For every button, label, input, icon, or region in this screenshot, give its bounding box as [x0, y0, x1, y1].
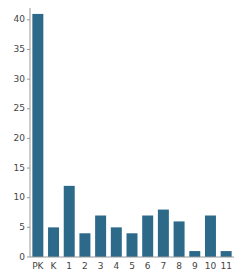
y-axis-line: [30, 8, 31, 257]
y-tick-label: 15: [14, 163, 25, 173]
y-tick-label: 10: [14, 192, 26, 202]
axes: 0510152025303540PKK1234567891011: [14, 8, 234, 271]
bar: [111, 227, 122, 257]
x-tick-label: K: [51, 261, 58, 271]
bar: [48, 227, 59, 257]
bar: [221, 251, 232, 257]
x-tick-label: 7: [161, 261, 167, 271]
y-tick: [27, 138, 30, 139]
chart-svg: 0510152025303540PKK1234567891011: [0, 0, 240, 277]
y-tick-label: 0: [19, 252, 25, 262]
x-tick-label: 2: [82, 261, 88, 271]
chart-container: 0510152025303540PKK1234567891011: [0, 0, 240, 277]
y-tick-label: 30: [14, 74, 26, 84]
x-tick-label: 9: [192, 261, 198, 271]
y-tick-label: 20: [14, 133, 26, 143]
bar: [174, 221, 185, 257]
y-tick: [27, 19, 30, 20]
x-tick-label: 6: [145, 261, 151, 271]
y-tick: [27, 227, 30, 228]
x-tick-label: 5: [129, 261, 135, 271]
y-tick: [27, 49, 30, 50]
x-axis-line: [30, 257, 234, 258]
y-tick: [27, 168, 30, 169]
x-tick-label: 10: [205, 261, 217, 271]
y-tick-label: 5: [19, 222, 25, 232]
bar: [142, 216, 153, 258]
bar: [158, 210, 169, 257]
x-tick-label: 1: [66, 261, 72, 271]
x-tick-label: 4: [113, 261, 119, 271]
y-tick: [27, 108, 30, 109]
bar: [79, 233, 90, 257]
x-tick-label: 11: [220, 261, 231, 271]
bar: [32, 14, 43, 257]
bar: [205, 216, 216, 258]
bar: [189, 251, 200, 257]
y-tick-label: 35: [14, 44, 25, 54]
x-tick-label: 3: [98, 261, 104, 271]
bar: [95, 216, 106, 258]
x-tick-label: PK: [32, 261, 44, 271]
bars: [32, 14, 231, 257]
y-tick: [27, 257, 30, 258]
y-tick: [27, 79, 30, 80]
y-tick: [27, 197, 30, 198]
x-tick-label: 8: [176, 261, 182, 271]
bar: [127, 233, 138, 257]
bar: [64, 186, 75, 257]
y-tick-label: 40: [14, 14, 26, 24]
y-tick-label: 25: [14, 103, 25, 113]
